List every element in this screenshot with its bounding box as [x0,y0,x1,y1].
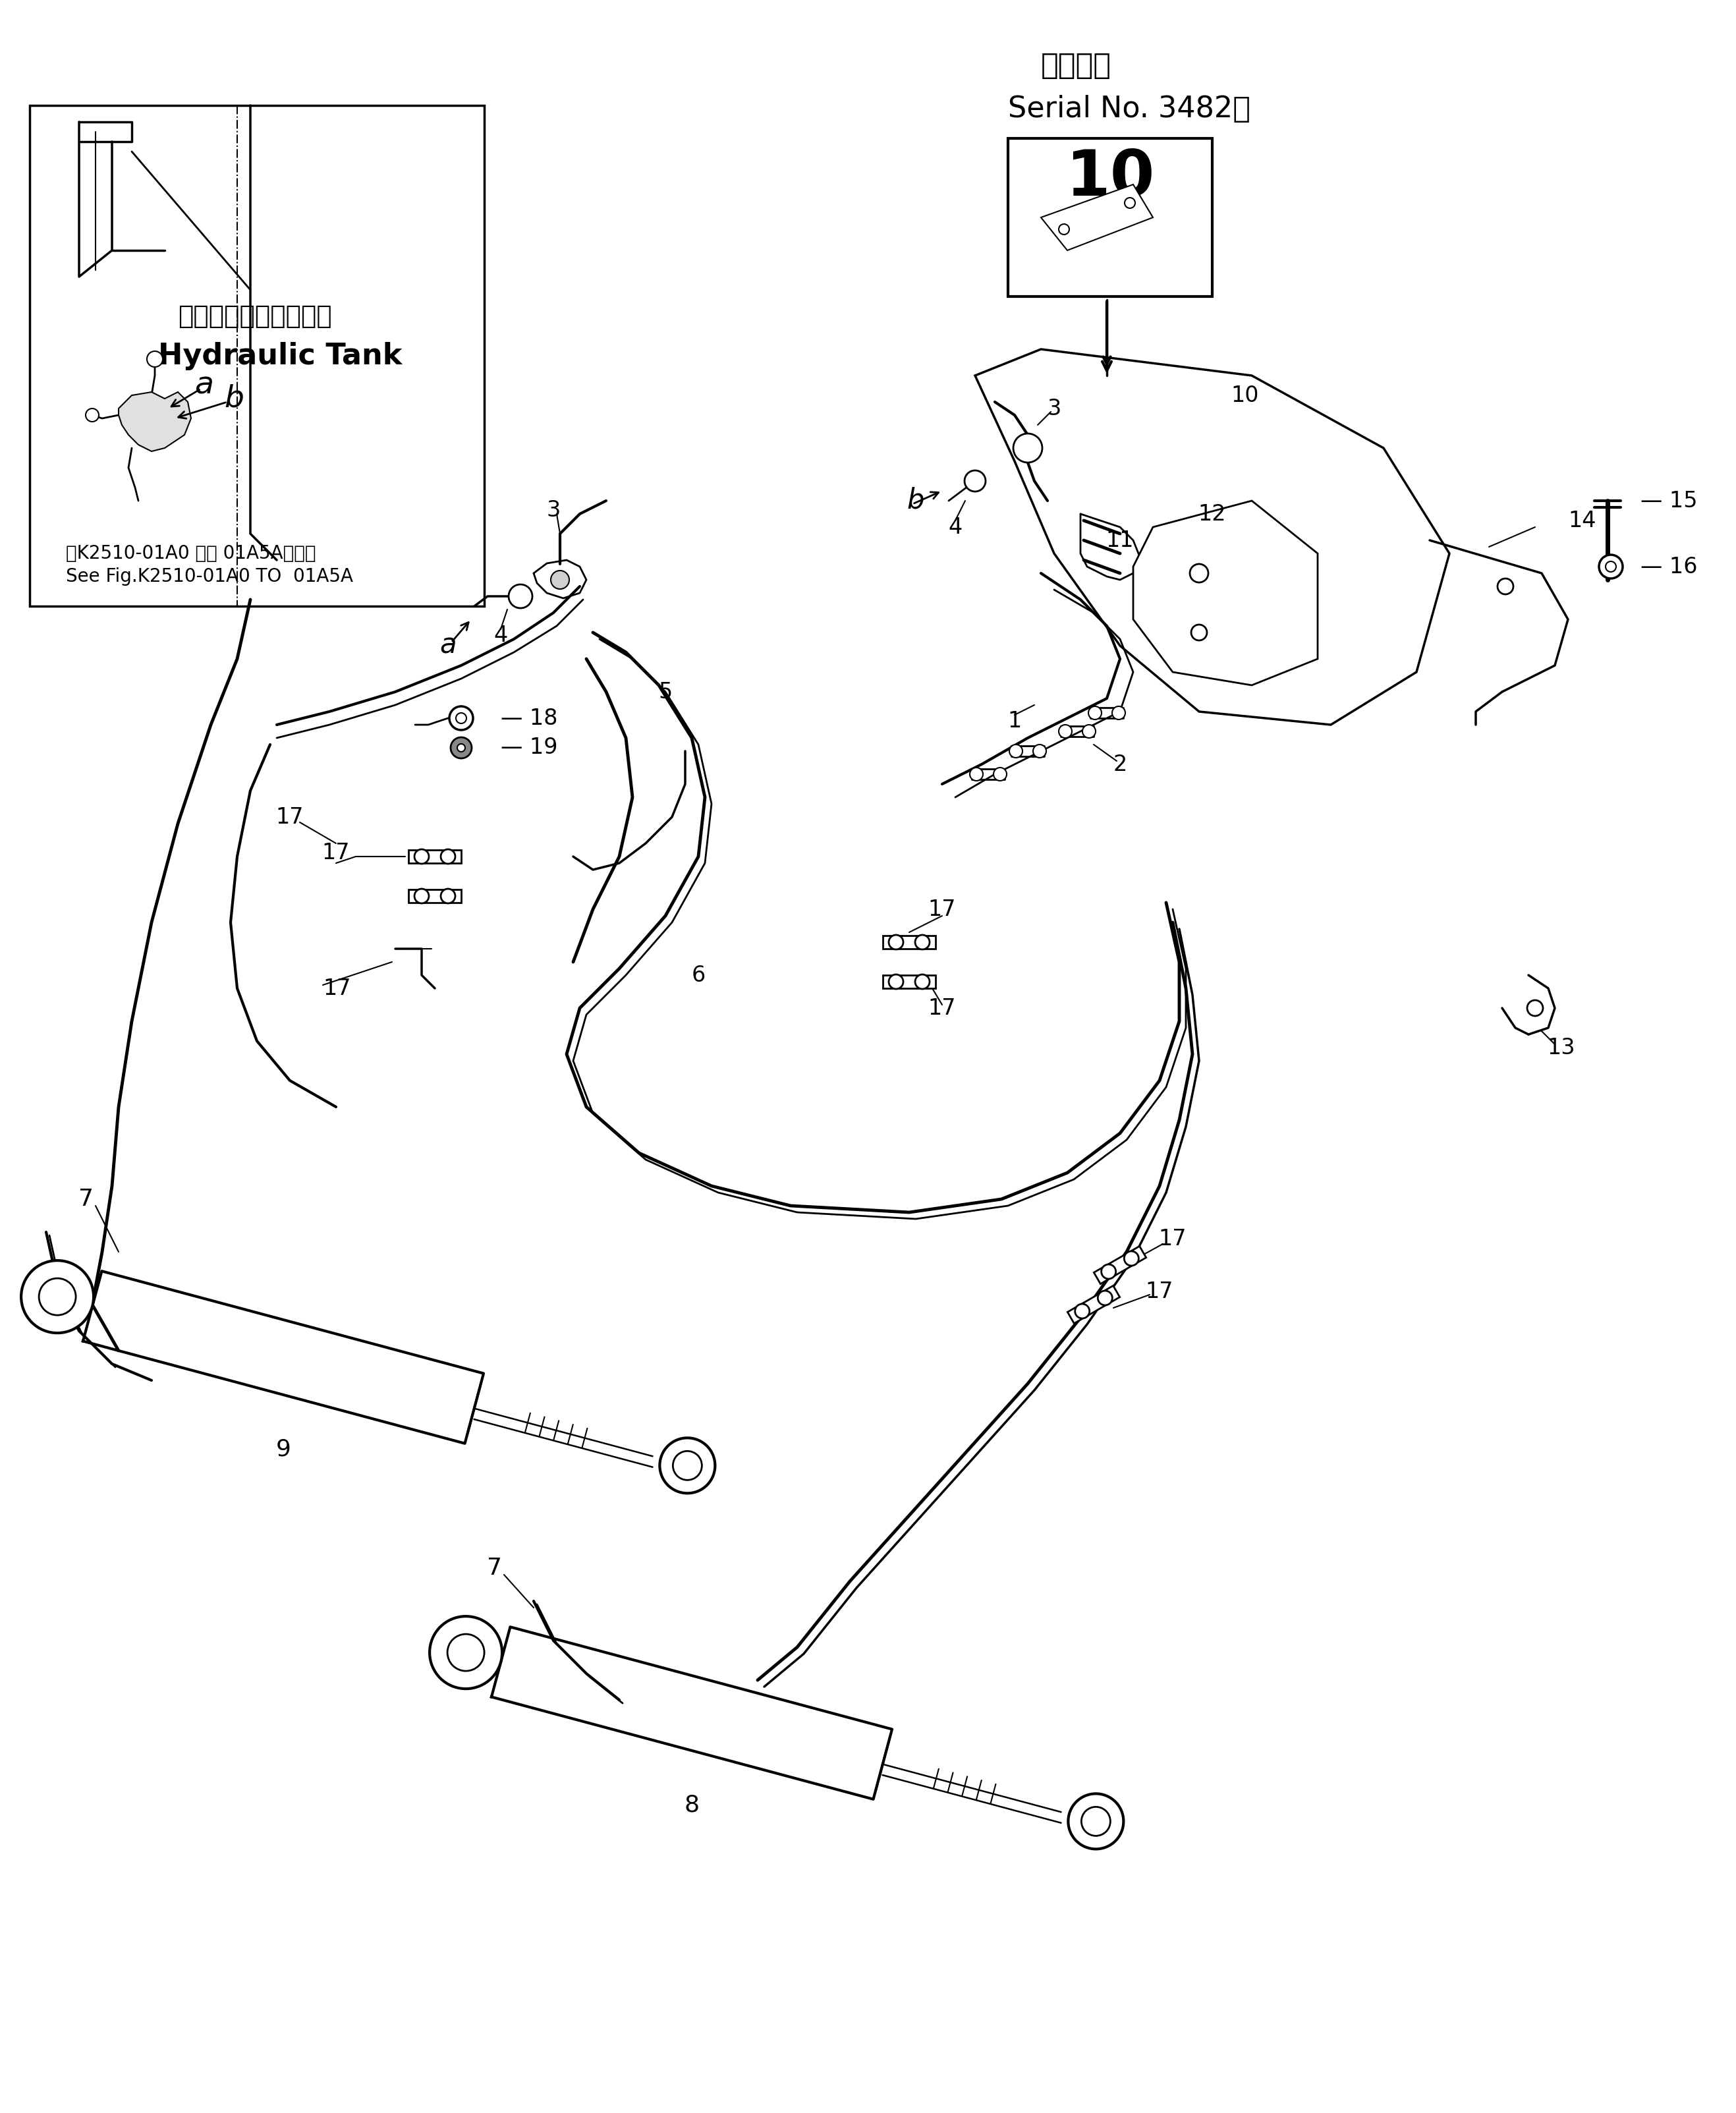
Text: 6: 6 [691,964,705,987]
Text: 第K2510-01A0 から 01A5A図参照: 第K2510-01A0 から 01A5A図参照 [66,545,316,562]
Polygon shape [1134,501,1318,685]
Circle shape [450,706,472,729]
Circle shape [1097,1291,1113,1306]
Polygon shape [408,890,462,902]
Bar [30,106,484,606]
Text: 10: 10 [1066,148,1154,209]
Circle shape [889,974,903,989]
Circle shape [1033,744,1047,759]
Circle shape [1125,1251,1139,1266]
Circle shape [38,1278,76,1314]
Circle shape [457,712,467,723]
Polygon shape [118,393,191,452]
Circle shape [429,1616,502,1688]
Circle shape [674,1452,701,1479]
Text: 5: 5 [658,680,672,704]
Circle shape [1599,556,1623,579]
Text: 7: 7 [486,1557,502,1578]
Text: 17: 17 [276,807,304,828]
Text: See Fig.K2510-01A0 TO  01A5A: See Fig.K2510-01A0 TO 01A5A [66,566,352,585]
Circle shape [85,408,99,423]
Circle shape [993,767,1007,782]
Circle shape [441,849,455,864]
Text: 17: 17 [929,898,957,919]
Circle shape [451,737,472,759]
Circle shape [1075,1304,1090,1319]
Circle shape [1191,625,1207,640]
Circle shape [1498,579,1514,594]
Circle shape [660,1437,715,1494]
Circle shape [1606,562,1616,573]
Text: — 15: — 15 [1641,490,1698,511]
Circle shape [1014,433,1042,463]
Circle shape [965,471,986,492]
Text: b: b [224,385,243,414]
Polygon shape [976,349,1450,725]
Text: 17: 17 [929,997,957,1018]
Text: 10: 10 [1231,385,1259,406]
Text: — 18: — 18 [500,708,557,729]
Text: 17: 17 [321,843,351,864]
Circle shape [1059,725,1071,737]
Circle shape [970,767,983,782]
Text: 3: 3 [547,501,561,522]
Text: 2: 2 [1113,754,1127,775]
Text: 9: 9 [276,1439,292,1460]
Circle shape [415,890,429,904]
Circle shape [1059,224,1069,235]
Text: Hydraulic Tank: Hydraulic Tank [158,342,403,370]
Text: 17: 17 [1158,1228,1187,1249]
Circle shape [550,571,569,590]
Text: — 19: — 19 [500,737,557,759]
Text: — 16: — 16 [1641,556,1698,577]
Text: 13: 13 [1547,1037,1575,1059]
Circle shape [415,849,429,864]
Circle shape [441,890,455,904]
Circle shape [1101,1264,1116,1278]
Circle shape [509,585,533,609]
Polygon shape [884,936,936,949]
Text: 17: 17 [1146,1280,1174,1302]
Polygon shape [884,974,936,989]
Circle shape [457,744,465,752]
Circle shape [1009,744,1023,759]
Circle shape [1125,199,1135,209]
Circle shape [1083,725,1095,737]
Circle shape [889,934,903,949]
Text: 1: 1 [1007,710,1021,733]
Text: 12: 12 [1198,503,1226,524]
Circle shape [1528,999,1543,1016]
Text: 7: 7 [78,1188,94,1211]
Text: 8: 8 [684,1794,700,1817]
Text: 4: 4 [493,625,507,647]
Circle shape [915,974,929,989]
Text: a: a [439,632,457,659]
Circle shape [1068,1794,1123,1849]
Circle shape [915,934,929,949]
Polygon shape [408,849,462,862]
Text: 11: 11 [1106,530,1134,551]
Circle shape [148,351,163,368]
Circle shape [448,1633,484,1671]
Text: a: a [194,370,214,399]
Polygon shape [1068,1285,1120,1323]
Circle shape [1113,706,1125,721]
Text: Serial No. 3482～: Serial No. 3482～ [1009,95,1250,123]
Circle shape [1088,706,1102,721]
Polygon shape [1042,184,1153,249]
Text: 17: 17 [323,978,351,999]
Circle shape [21,1261,94,1333]
Text: ハイドロリックタンク: ハイドロリックタンク [177,304,332,330]
Text: 適用号機: 適用号機 [1042,51,1111,80]
Polygon shape [1094,1247,1146,1285]
Text: 14: 14 [1568,509,1595,530]
Text: b: b [908,486,925,516]
Bar [1009,137,1212,296]
Text: 4: 4 [948,516,962,539]
Circle shape [1189,564,1208,583]
Text: 3: 3 [1047,397,1061,418]
Circle shape [1082,1807,1111,1836]
